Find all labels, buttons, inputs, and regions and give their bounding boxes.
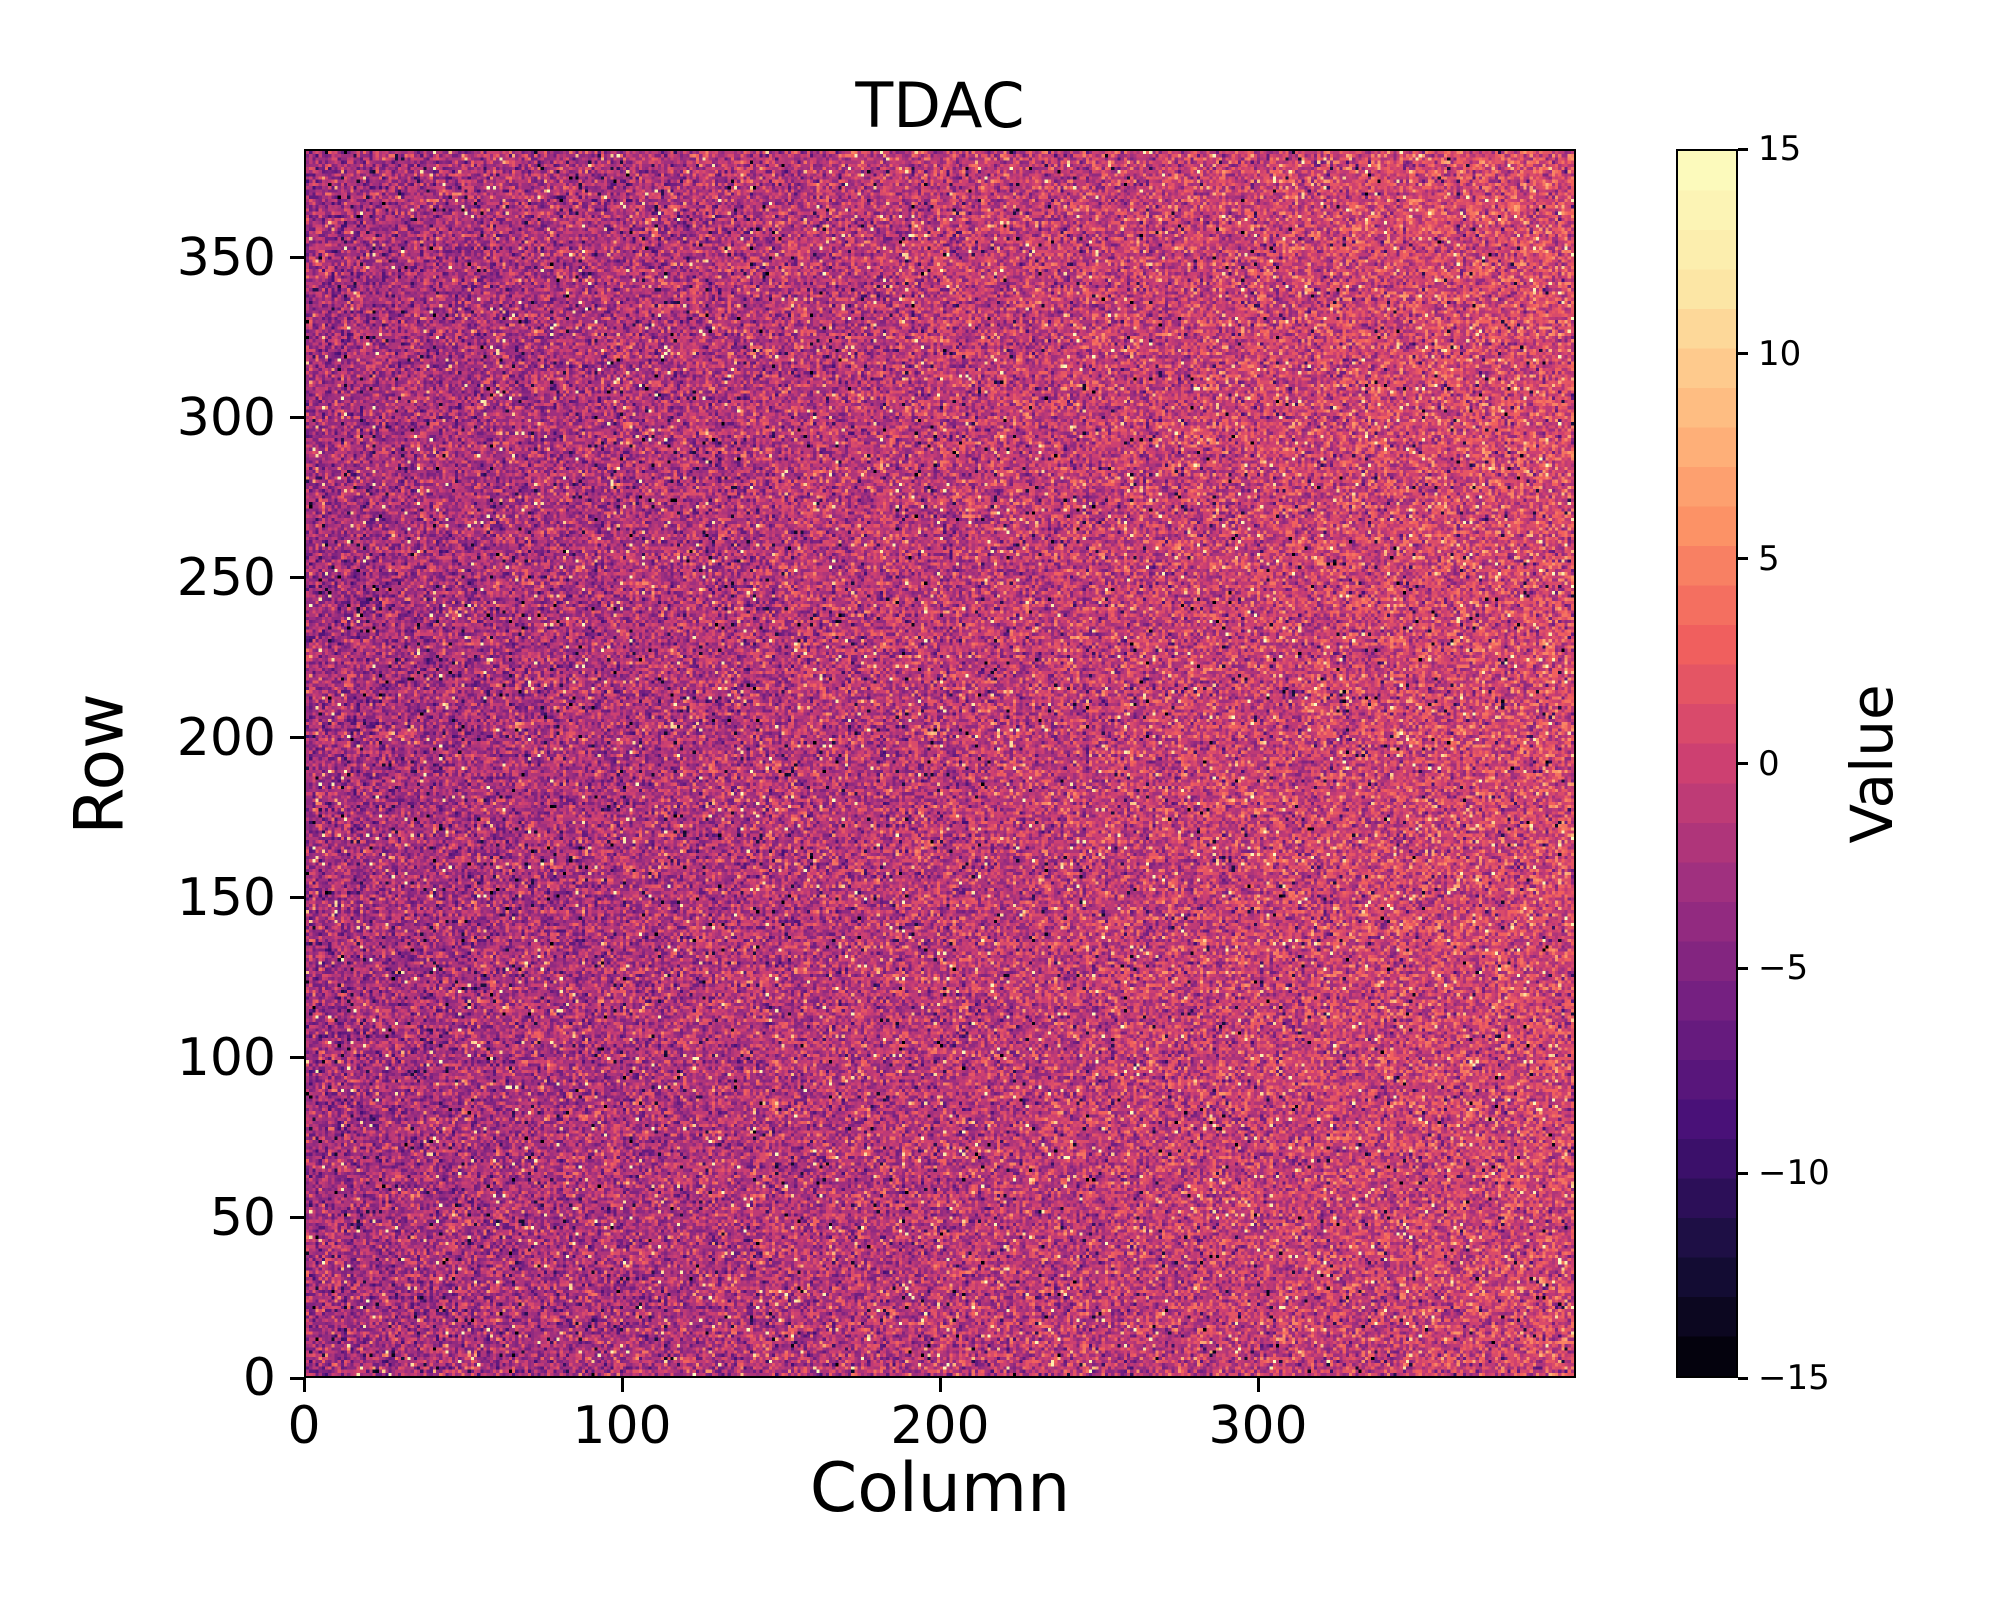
y-tick-label: 200 [176,707,276,768]
colorbar-tick-label: 0 [1758,743,1780,784]
x-tick-mark [302,1378,306,1392]
colorbar-tick-label: 10 [1758,333,1802,374]
colorbar-tick-mark [1738,352,1748,356]
x-tick-label: 100 [572,1396,672,1456]
heatmap-plot [304,149,1576,1378]
x-axis-label: Column [809,1449,1071,1528]
y-tick-mark [290,1376,304,1380]
y-tick-mark [290,1056,304,1060]
y-tick-mark [290,736,304,740]
colorbar-tick-label: −15 [1758,1358,1830,1398]
heatmap-canvas [306,151,1574,1376]
colorbar-tick-mark [1738,1376,1748,1380]
y-tick-mark [290,896,304,900]
y-tick-label: 350 [176,227,276,288]
x-tick-label: 200 [890,1396,990,1456]
x-tick-label: 300 [1208,1396,1308,1456]
colorbar-tick-mark [1738,1171,1748,1175]
y-tick-label: 0 [242,1348,276,1408]
y-tick-mark [290,576,304,580]
x-tick-mark [1256,1378,1260,1392]
y-tick-mark [290,416,304,420]
y-tick-label: 150 [176,867,276,928]
colorbar-tick-mark [1738,762,1748,765]
x-tick-mark [620,1378,624,1392]
colorbar-label: Value [1838,684,1906,844]
y-axis-label: Row [60,693,140,835]
y-tick-mark [290,256,304,260]
y-tick-label: 300 [176,387,276,448]
colorbar-tick-label: −10 [1758,1153,1830,1194]
x-tick-label: 0 [287,1396,321,1456]
y-tick-mark [290,1216,304,1220]
colorbar-canvas [1678,151,1736,1376]
colorbar-tick-label: 15 [1758,129,1802,169]
y-tick-label: 50 [209,1187,276,1248]
chart-title: TDAC [855,69,1025,142]
colorbar-tick-mark [1738,147,1748,151]
colorbar-tick-mark [1738,557,1748,561]
colorbar-tick-label: 5 [1758,538,1780,579]
x-tick-mark [938,1378,942,1392]
colorbar-tick-label: −5 [1758,948,1809,989]
y-tick-label: 100 [176,1027,276,1088]
colorbar [1676,149,1738,1378]
y-tick-label: 250 [176,547,276,608]
colorbar-tick-mark [1738,966,1748,970]
